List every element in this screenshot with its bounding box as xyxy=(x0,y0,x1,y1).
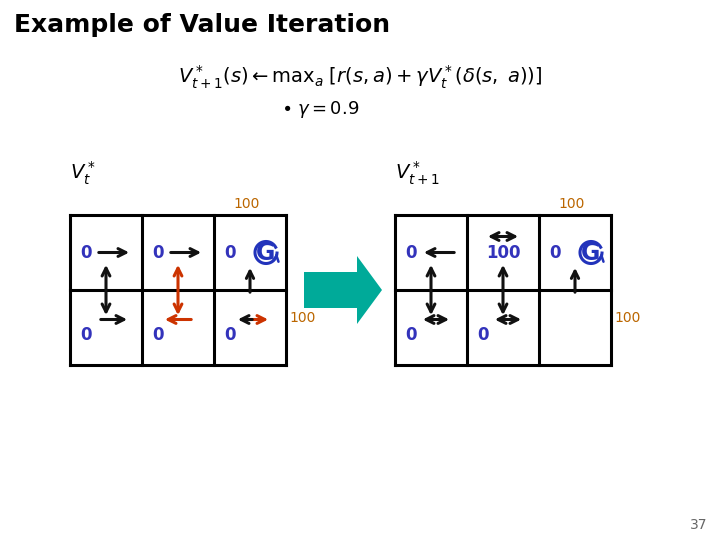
Text: 0: 0 xyxy=(405,327,417,345)
Text: G: G xyxy=(581,240,600,265)
Text: 0: 0 xyxy=(477,327,489,345)
Text: 100: 100 xyxy=(614,310,640,325)
Text: 0: 0 xyxy=(152,244,163,261)
Text: 100: 100 xyxy=(233,197,260,211)
Text: Example of Value Iteration: Example of Value Iteration xyxy=(14,13,390,37)
Text: G: G xyxy=(256,240,276,265)
Text: 0: 0 xyxy=(224,327,235,345)
Text: 0: 0 xyxy=(405,244,417,261)
Text: $V^*_{t+1}(s) \leftarrow \mathrm{max}_a\;[r(s,a) + \gamma V^*_t(\delta(s,\;a))]$: $V^*_{t+1}(s) \leftarrow \mathrm{max}_a\… xyxy=(178,63,542,91)
Text: 37: 37 xyxy=(690,518,707,532)
Text: $\bullet\;\gamma = 0.9$: $\bullet\;\gamma = 0.9$ xyxy=(281,99,359,120)
Text: 100: 100 xyxy=(486,244,521,261)
Text: 0: 0 xyxy=(80,244,91,261)
Text: 0: 0 xyxy=(224,244,235,261)
Text: $V^*_{t+1}$: $V^*_{t+1}$ xyxy=(395,160,440,187)
Text: $V^*_t$: $V^*_t$ xyxy=(70,160,96,187)
Text: 100: 100 xyxy=(289,310,315,325)
Polygon shape xyxy=(304,256,382,324)
Text: 0: 0 xyxy=(152,327,163,345)
Text: 100: 100 xyxy=(558,197,585,211)
Text: 0: 0 xyxy=(549,244,561,261)
Text: 0: 0 xyxy=(80,327,91,345)
